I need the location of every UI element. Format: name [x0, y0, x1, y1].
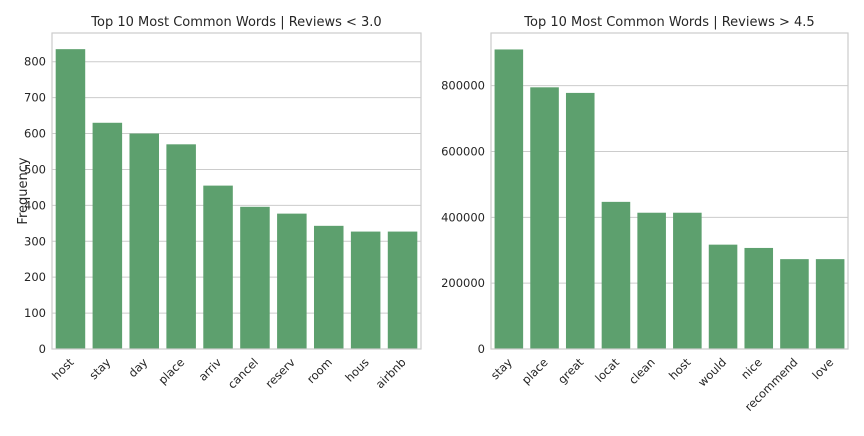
bar-clean [637, 212, 666, 349]
y-tick-label: 500 [24, 162, 46, 176]
y-tick-label: 200 [24, 270, 46, 284]
y-tick-label: 800 [24, 55, 46, 69]
bar-place [166, 144, 196, 349]
x-tick-label: airbnb [373, 355, 409, 391]
chart-title: Top 10 Most Common Words | Reviews > 4.5 [523, 15, 814, 30]
bar-day [129, 133, 160, 349]
bar-locat [601, 201, 631, 349]
bar-cancel [240, 206, 270, 349]
chart-title: Top 10 Most Common Words | Reviews < 3.0 [90, 15, 381, 30]
plot-frame [490, 32, 849, 350]
x-tick-label: place [155, 355, 187, 387]
bar-would [708, 244, 738, 349]
x-tick-label: day [126, 355, 151, 380]
x-tick-label: locat [592, 355, 622, 385]
bar-place [530, 87, 559, 349]
x-tick-label: stay [86, 355, 113, 382]
x-tick-label: love [809, 355, 836, 382]
bar-love [815, 259, 845, 349]
y-tick-label: 300 [24, 234, 46, 248]
y-tick-label: 100 [24, 306, 46, 320]
y-tick-label: 600 [24, 127, 46, 141]
y-tick-label: 0 [39, 342, 46, 356]
x-tick-label: hous [342, 355, 371, 384]
bar-great [565, 92, 595, 350]
bar-stay [494, 49, 524, 349]
bar-nice [744, 247, 774, 349]
y-tick-label: 400000 [441, 210, 485, 224]
bar-reserv [277, 213, 307, 349]
chart-panel-1: 0 100 200 300 400 500 600 700 800 host stay day plac… [16, 15, 422, 391]
y-tick-label: 700 [24, 91, 46, 105]
x-tick-label: host [49, 355, 77, 383]
x-tick-label: place [519, 355, 551, 387]
y-tick-label: 800000 [441, 79, 485, 93]
bar-stay [92, 122, 123, 349]
y-tick-label: 0 [478, 342, 485, 356]
bar-recommend [780, 259, 809, 349]
bar-host [55, 49, 86, 350]
bar-room [313, 225, 344, 349]
x-tick-label: cancel [225, 355, 261, 391]
x-tick-label: arriv [196, 355, 225, 384]
y-tick-label: 600000 [441, 145, 485, 159]
y-axis-label: Frequency [16, 157, 31, 224]
x-tick-label: nice [738, 355, 765, 382]
x-tick-label: clean [626, 355, 658, 387]
plot-frame [51, 32, 422, 350]
x-tick-label: host [666, 355, 694, 383]
x-tick-label: great [555, 355, 587, 387]
x-tick-label: room [304, 355, 335, 386]
bar-arriv [203, 185, 233, 349]
y-tick-label: 200000 [441, 276, 485, 290]
bar-hous [350, 231, 381, 349]
y-tick-label: 400 [24, 198, 46, 212]
bar-host [673, 212, 702, 349]
x-tick-label: would [695, 355, 729, 389]
x-tick-label: stay [488, 355, 515, 382]
bar-airbnb [387, 231, 418, 349]
x-tick-label: reserv [263, 355, 299, 391]
